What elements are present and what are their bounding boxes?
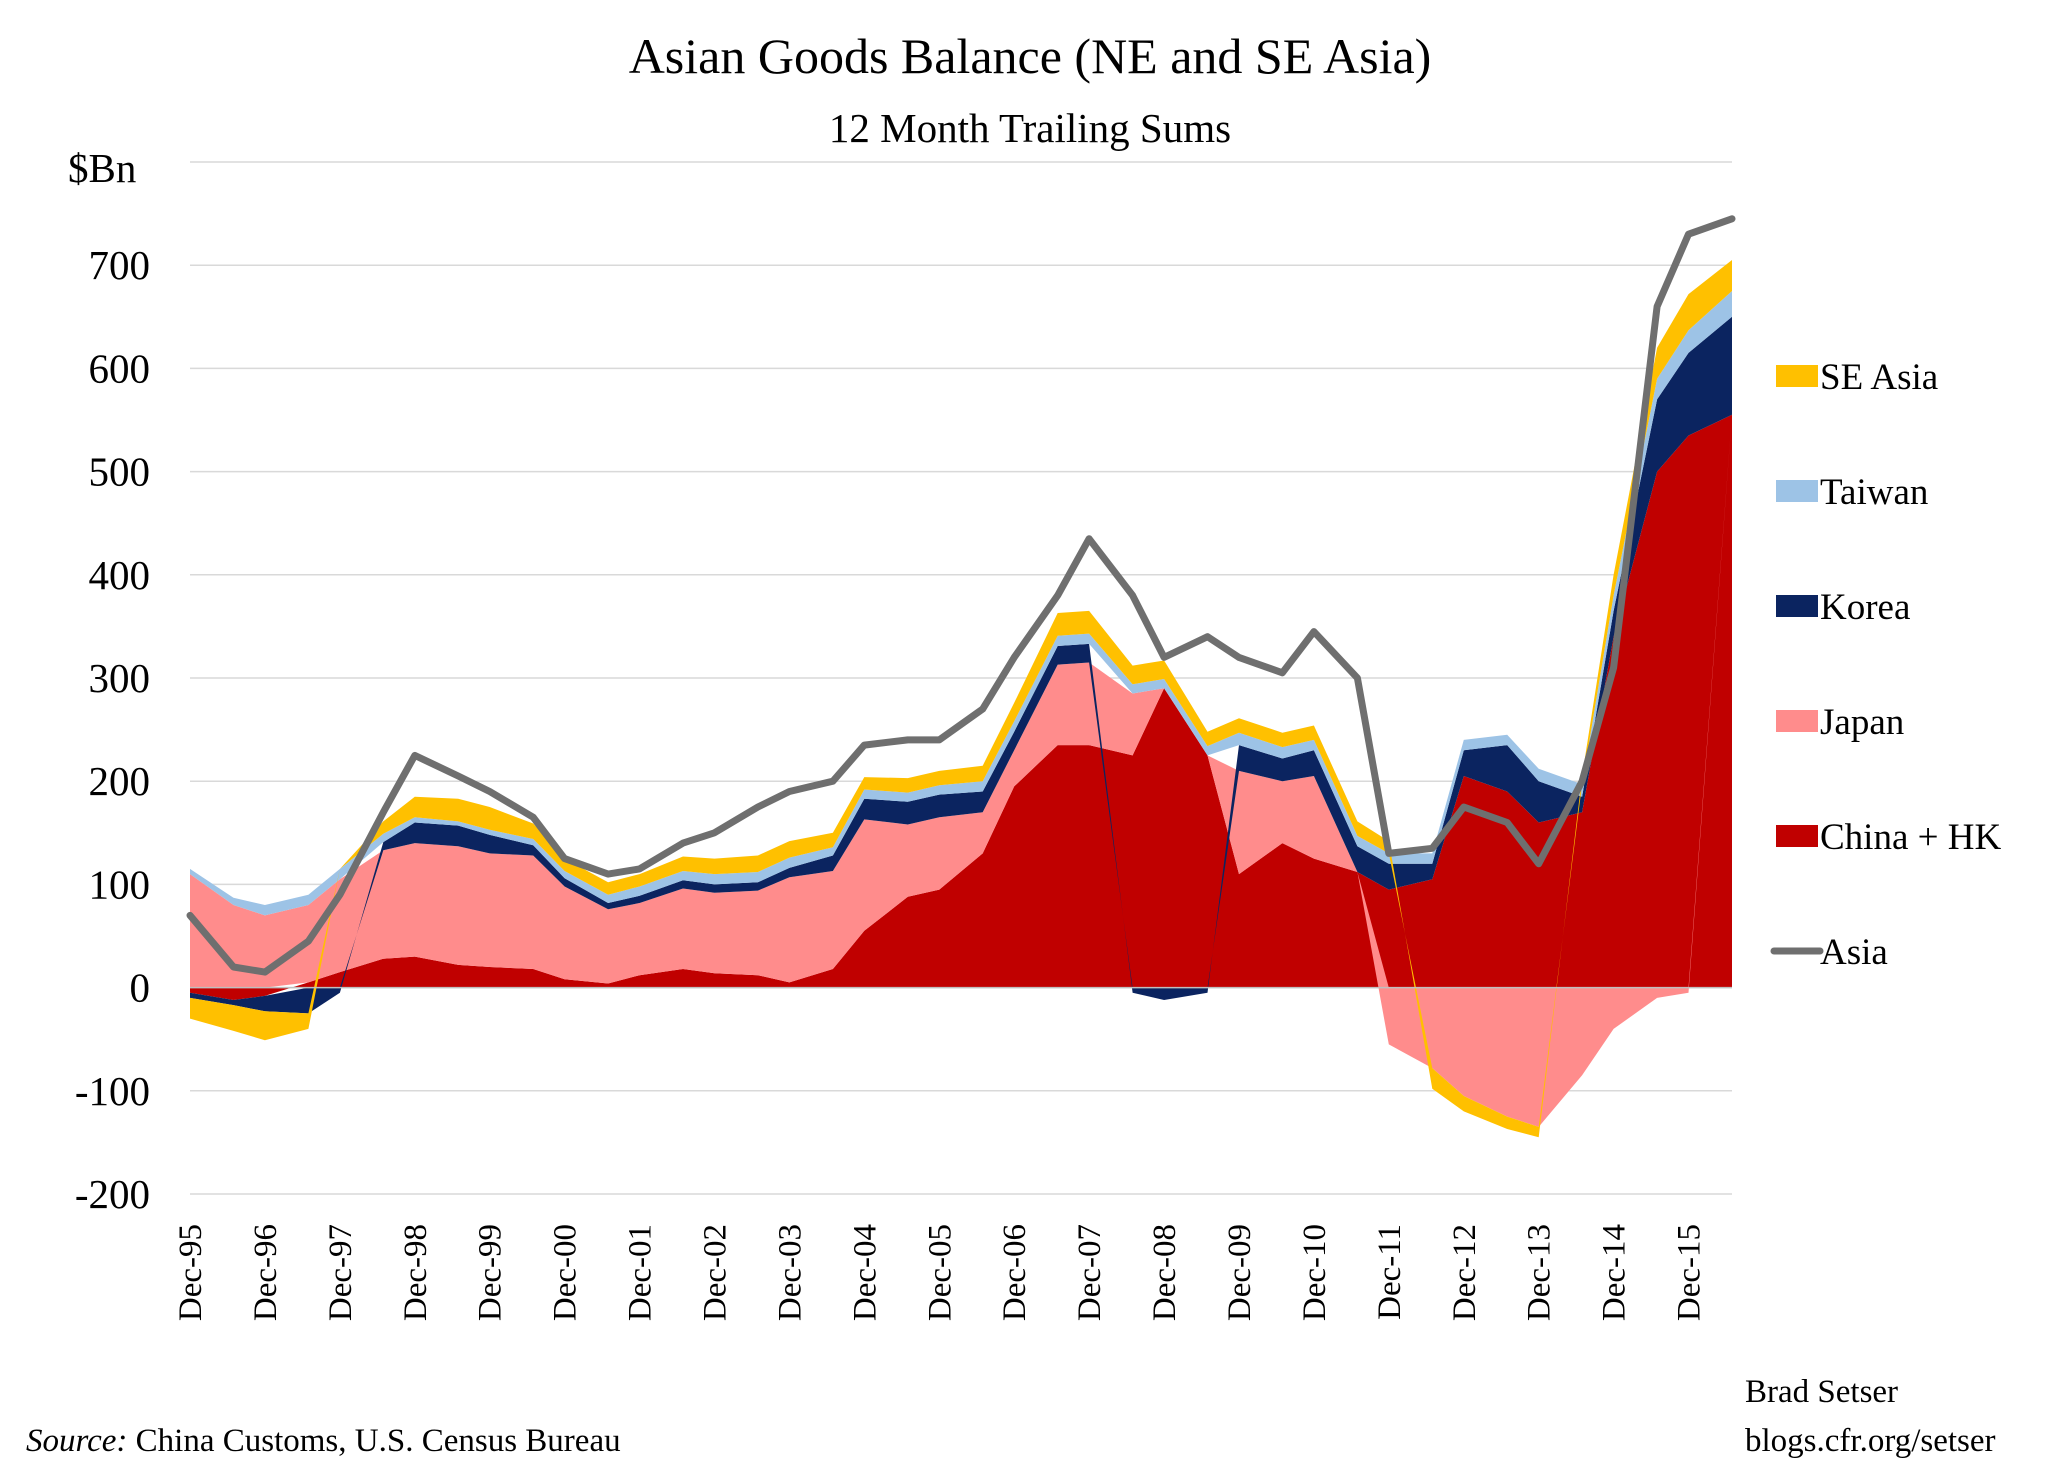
area-china-hk [190,414,1732,1000]
x-tick-label: Dec-98 [398,1224,434,1321]
y-tick-label: 200 [89,758,151,804]
x-tick-label: Dec-14 [1597,1224,1633,1321]
source-note: Source: China Customs, U.S. Census Burea… [26,1423,621,1459]
y-tick-label: 100 [89,861,151,907]
x-tick-label: Dec-05 [922,1224,958,1321]
legend-label: Korea [1820,587,1910,628]
x-axis-ticks: Dec-95 Dec-96 Dec-97 Dec-98 Dec-99 Dec-00 Dec-… [173,1224,1708,1321]
line-asia [186,215,1736,976]
legend-label: Taiwan [1820,472,1928,513]
legend-label: Asia [1820,932,1888,973]
x-tick-label: Dec-99 [473,1224,509,1321]
area-japan [190,414,1732,1127]
y-tick-label: 500 [89,449,151,495]
y-axis-label: $Bn [68,145,136,191]
x-tick-label: Dec-96 [248,1224,284,1321]
x-tick-label: Dec-97 [323,1224,359,1321]
area-taiwan [190,291,1732,916]
legend: SE Asia Taiwan Korea Japan China + HK Asia [1770,357,2001,973]
x-tick-label: Dec-00 [548,1224,584,1321]
y-tick-label: 600 [89,345,151,391]
x-tick-label: Dec-10 [1297,1224,1333,1321]
total-line [186,215,1736,976]
x-tick-label: Dec-12 [1447,1224,1483,1321]
x-tick-label: Dec-09 [1222,1224,1258,1321]
x-tick-label: Dec-04 [847,1224,883,1321]
y-tick-label: 0 [130,965,151,1011]
credit-name: Brad Setser [1745,1374,1898,1410]
y-axis-ticks: 700 600 500 400 300 200 100 0 -100 -200 [75,242,150,1217]
x-tick-label: Dec-02 [698,1224,734,1321]
legend-swatch [1776,825,1818,847]
x-tick-label: Dec-01 [623,1224,659,1321]
chart-subtitle: 12 Month Trailing Sums [829,105,1231,151]
source-label: Source: [26,1423,127,1459]
chart-title: Asian Goods Balance (NE and SE Asia) [629,28,1432,84]
legend-label: SE Asia [1820,357,1938,398]
source-text: China Customs, U.S. Census Bureau [127,1423,620,1459]
x-tick-label: Dec-95 [173,1224,209,1321]
x-tick-label: Dec-08 [1147,1224,1183,1321]
x-tick-label: Dec-06 [997,1224,1033,1321]
x-tick-label: Dec-13 [1522,1224,1558,1321]
y-tick-label: 700 [89,242,151,288]
legend-swatch [1776,365,1818,387]
legend-swatch [1776,595,1818,617]
x-tick-label: Dec-11 [1372,1224,1408,1320]
credit-url: blogs.cfr.org/setser [1745,1423,1996,1459]
y-tick-label: -100 [75,1068,150,1114]
legend-swatch [1776,710,1818,732]
legend-label: Japan [1820,702,1904,743]
y-tick-label: 300 [89,655,151,701]
legend-label: China + HK [1820,817,2001,858]
legend-swatch [1776,480,1818,502]
stacked-areas [190,260,1732,1138]
area-korea [190,316,1732,1014]
x-tick-label: Dec-07 [1072,1224,1108,1321]
x-tick-label: Dec-15 [1672,1224,1708,1321]
y-tick-label: 400 [89,552,151,598]
y-tick-label: -200 [75,1171,150,1217]
x-tick-label: Dec-03 [772,1224,808,1321]
